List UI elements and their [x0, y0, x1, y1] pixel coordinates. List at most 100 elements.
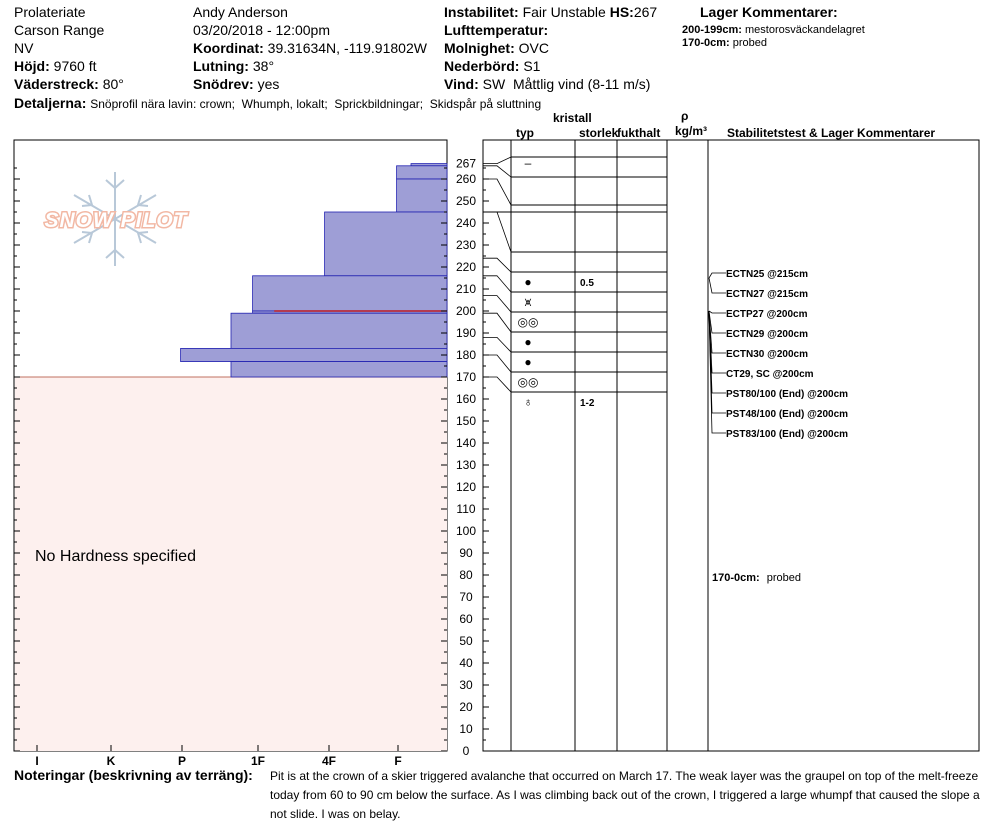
bottom-comment-text: probed [767, 572, 801, 584]
grain-type-symbol: ◎◎ [518, 375, 539, 389]
snowflake-icon [73, 172, 157, 266]
height-tick-label: 150 [456, 414, 476, 428]
grain-connector [483, 336, 512, 353]
grain-connector [483, 354, 512, 373]
details-value: Snöprofil nära lavin: crown; Whumph, lok… [90, 97, 542, 111]
height-tick-label: 140 [456, 436, 476, 450]
stability-test-label: PST83/100 (End) @200cm [726, 429, 848, 440]
slope-value: 38° [252, 58, 275, 74]
hardness-tick-label: 1F [251, 754, 265, 768]
stability-test-label: PST48/100 (End) @200cm [726, 409, 848, 420]
bottom-comment-label: 170-0cm: [712, 572, 760, 584]
grain-connector [483, 295, 512, 313]
height-tick-label: 260 [456, 172, 476, 186]
stability-test-arrow [708, 310, 726, 334]
header-crystal: kristall [553, 111, 592, 125]
grain-table-frame [482, 139, 980, 752]
height-tick-label: 240 [456, 216, 476, 230]
grain-connector [483, 211, 512, 253]
stability-test-label: ECTN25 @215cm [726, 269, 808, 280]
layer-comment-label: 170-0cm: [682, 37, 730, 49]
hardness-layer [180, 347, 448, 362]
grain-type-symbol: ◎◎ [518, 315, 539, 329]
grain-size: 0.5 [580, 278, 594, 289]
bottom-comment: 170-0cm: probed [712, 572, 801, 584]
precip-value: S1 [523, 58, 541, 74]
drift-value: yes [257, 76, 280, 92]
height-tick-label: 190 [456, 326, 476, 340]
height-tick-label: 50 [459, 634, 473, 648]
height-tick-label: 30 [459, 678, 473, 692]
stability-test-label: ECTN29 @200cm [726, 329, 808, 340]
grain-layers: – ● 0.5 ⩙ ◎◎ ● ● ◎◎ ♁ 1-2 [483, 156, 667, 409]
probed-region [15, 376, 447, 751]
hs-label: HS: [609, 4, 634, 20]
hardness-layer [396, 178, 448, 213]
elevation: Höjd: 9760 ft [14, 58, 96, 74]
hardness-layer [252, 275, 448, 312]
grain-connector [483, 257, 512, 273]
height-tick-label: 40 [459, 656, 473, 670]
logo-text: SNOW PILOT [45, 209, 189, 232]
header-stability: Stabilitetstest & Lager Kommentarer [727, 126, 936, 140]
hardness-layer [230, 361, 448, 378]
sky-value: OVC [518, 40, 549, 56]
header-density-unit: kg/m³ [675, 124, 708, 138]
layer-comment-text: probed [732, 37, 768, 49]
probed-fill [15, 377, 447, 751]
height-tick-label: 60 [459, 612, 473, 626]
wind-value: SW Måttlig vind (8-11 m/s) [482, 76, 651, 92]
stability-test-label: ECTP27 @200cm [726, 309, 808, 320]
stability-test-label: ECTN27 @215cm [726, 289, 808, 300]
coordinates: Koordinat: 39.31634N, -119.91802W [193, 40, 427, 56]
precip: Nederbörd: S1 [444, 58, 540, 74]
sky: Molnighet: OVC [444, 40, 549, 56]
hs-value: 267 [633, 4, 658, 20]
hardness-tick-label: 4F [322, 754, 336, 768]
layer-comment-label: 200-199cm: [682, 24, 742, 36]
grain-type-symbol: ● [524, 275, 531, 289]
grain-connector [483, 165, 512, 178]
elevation-label: Höjd: [14, 58, 50, 74]
instability-value: Fair Unstable [522, 4, 606, 20]
height-tick-label: 70 [459, 590, 473, 604]
hardness-axis: I K P 1F 4F F [35, 745, 402, 768]
layer-comment: 200-199cm: mestorosväckandelagret [682, 24, 865, 37]
instability: Instabilitet: Fair Unstable HS:267 [444, 4, 657, 20]
height-tick-label: 130 [456, 458, 476, 472]
stability-test-arrow [708, 272, 726, 279]
grain-connector [483, 178, 512, 206]
details-label: Detaljerna: [14, 95, 87, 111]
height-tick-label: 250 [456, 194, 476, 208]
grain-size: 1-2 [580, 398, 595, 409]
airtemp-label: Lufttemperatur: [444, 22, 549, 38]
height-tick-label: 180 [456, 348, 476, 362]
datetime: 03/20/2018 - 12:00pm [193, 22, 330, 38]
aspect: Väderstreck: 80° [14, 76, 124, 92]
height-tick-label: 230 [456, 238, 476, 252]
hardness-tick-label: F [394, 754, 401, 768]
elevation-value: 9760 ft [53, 58, 97, 74]
state: NV [14, 40, 34, 56]
wind: Vind: SW Måttlig vind (8-11 m/s) [444, 76, 650, 92]
hardness-tick-label: I [35, 754, 38, 768]
header-type: typ [516, 126, 534, 140]
stability-tests: ECTN25 @215cm ECTN27 @215cm ECTP27 @200cm E… [708, 269, 848, 440]
stability-test-arrow [708, 310, 726, 434]
height-tick-label: 210 [456, 282, 476, 296]
slope-label: Lutning: [193, 58, 249, 74]
stability-test-arrow [708, 310, 726, 314]
stability-test-label: CT29, SC @200cm [726, 369, 814, 380]
grain-type-symbol: ● [524, 335, 531, 349]
aspect-label: Väderstreck: [14, 76, 99, 92]
range: Carson Range [14, 22, 105, 38]
grain-type-symbol: ● [524, 355, 531, 369]
grain-type-symbol: – [525, 156, 532, 170]
height-tick-label: 110 [456, 502, 475, 516]
sky-label: Molnighet: [444, 40, 515, 56]
height-tick-label: 160 [456, 392, 476, 406]
precip-label: Nederbörd: [444, 58, 520, 74]
header-size: storlek [579, 126, 619, 140]
aspect-value: 80° [102, 76, 124, 92]
